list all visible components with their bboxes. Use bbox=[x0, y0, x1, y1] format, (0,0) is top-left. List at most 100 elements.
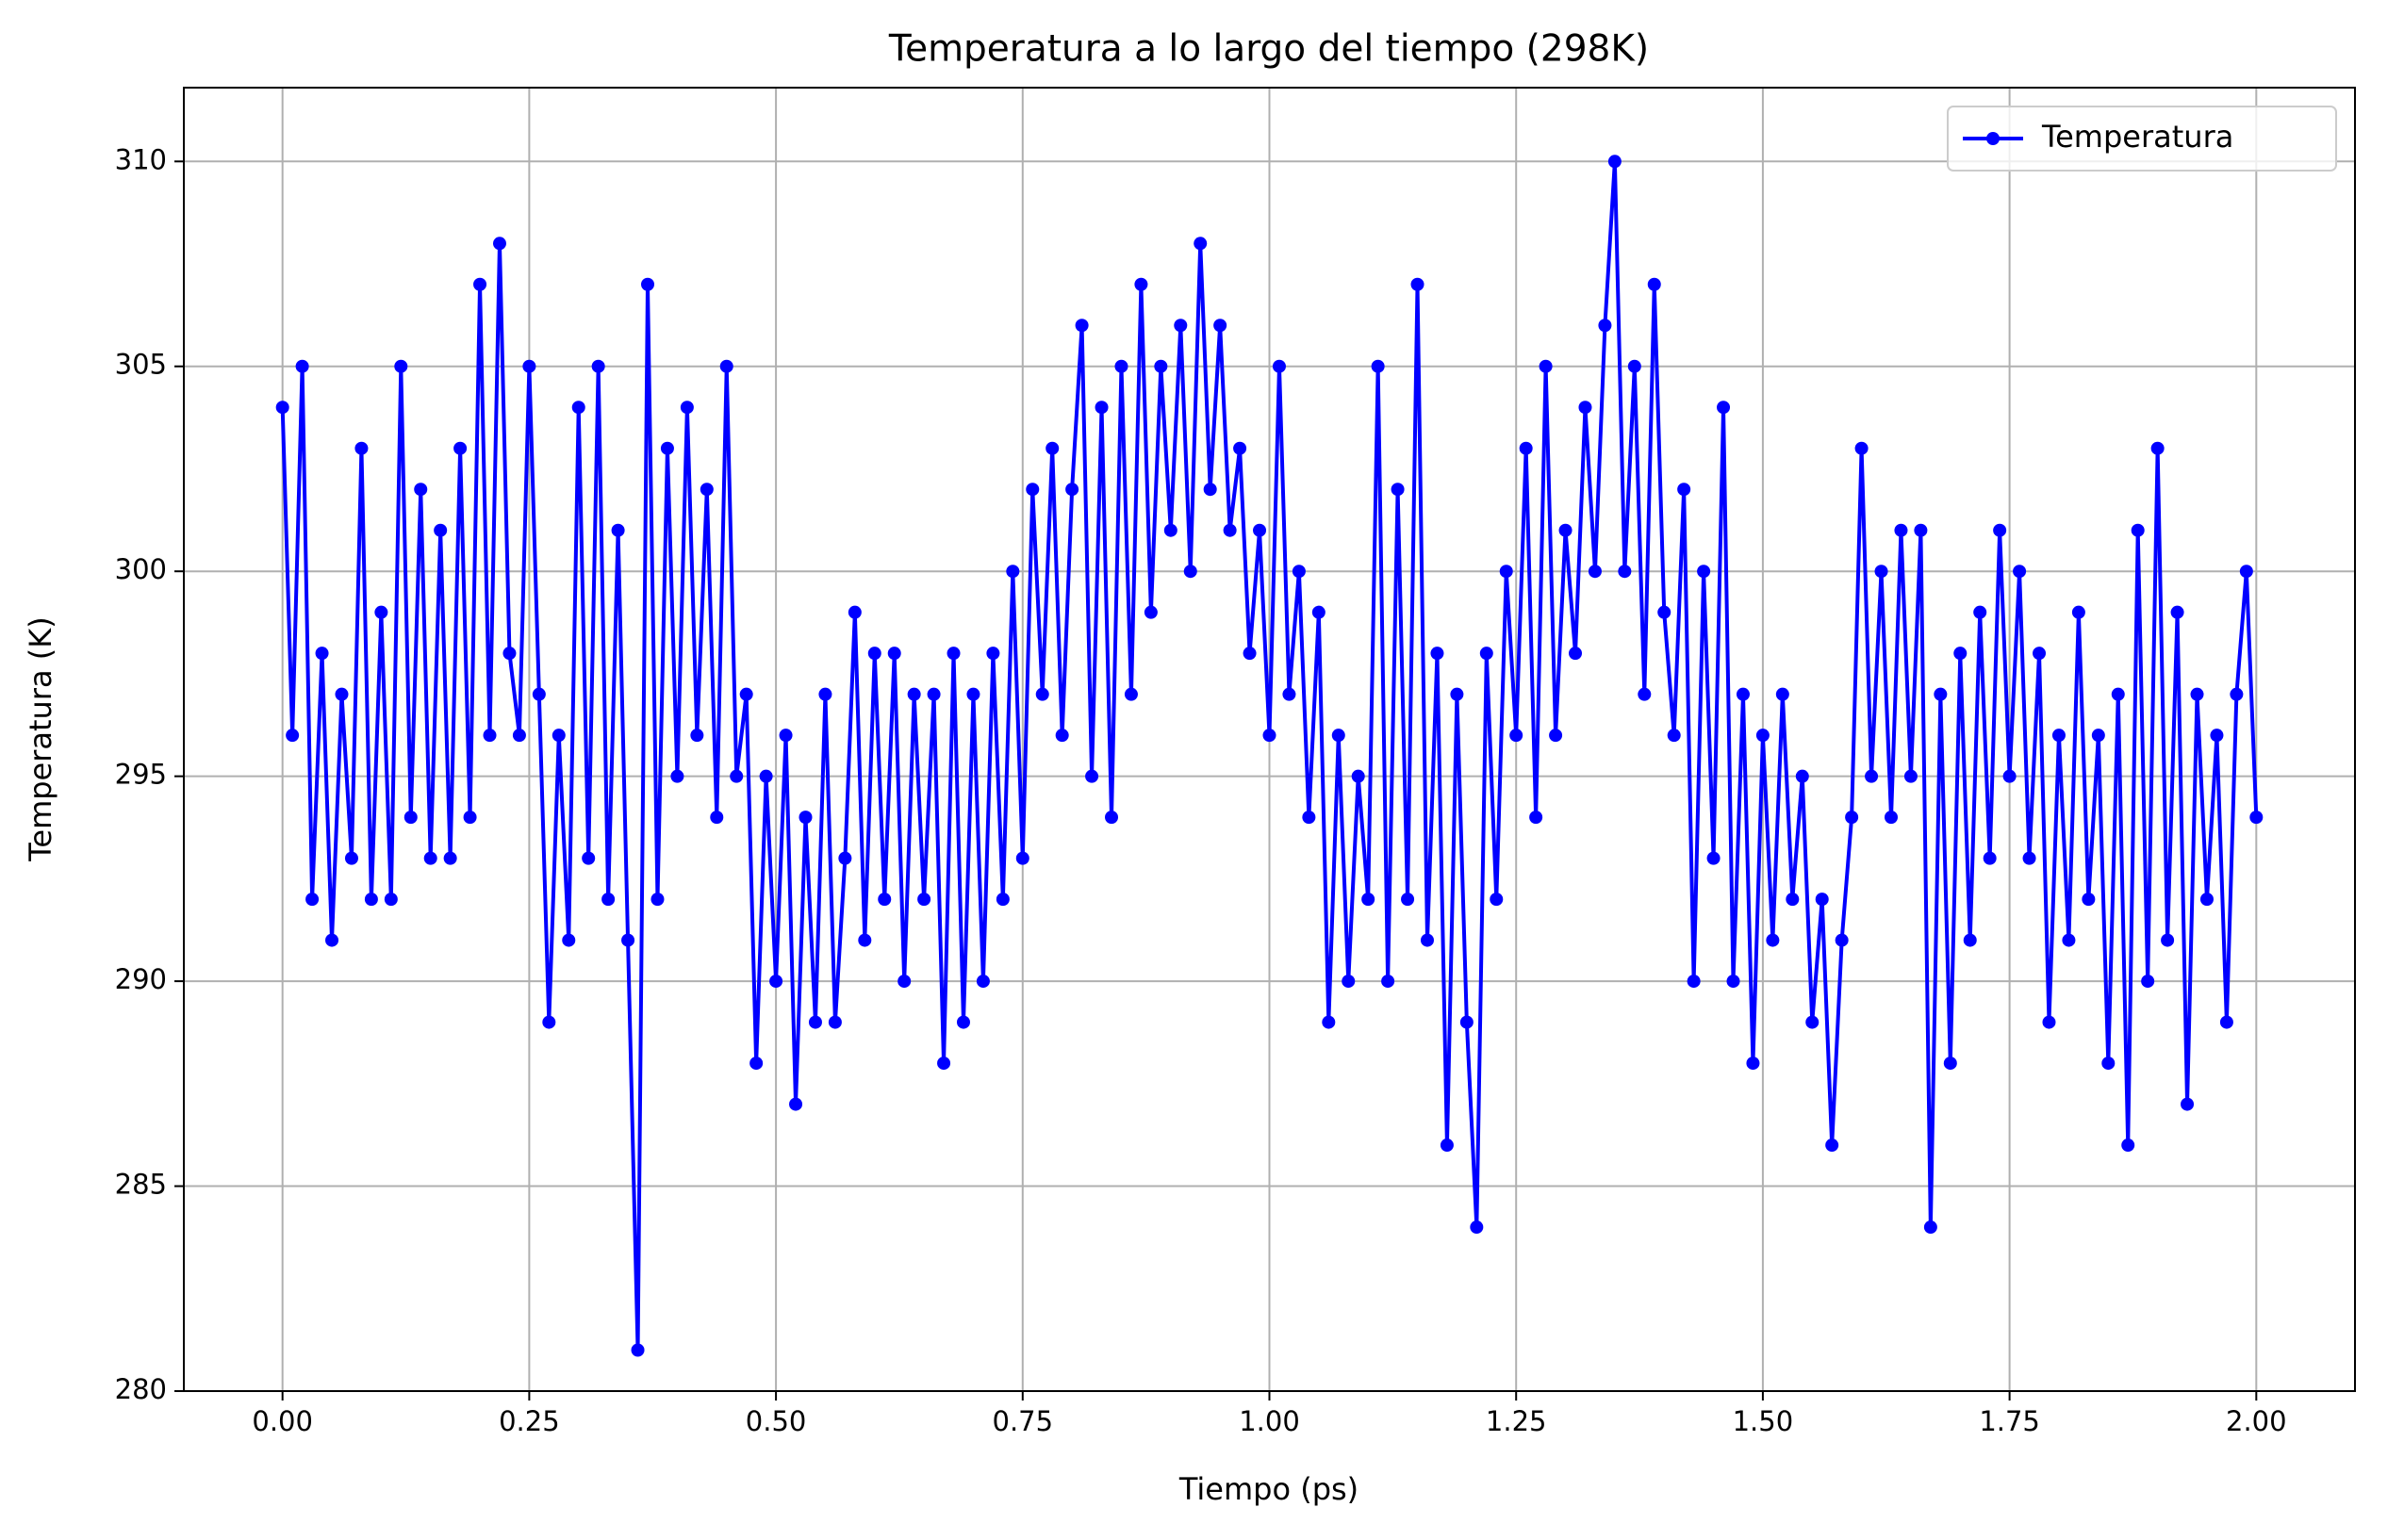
data-point bbox=[947, 647, 961, 661]
data-point bbox=[463, 811, 477, 825]
legend-marker bbox=[1986, 132, 2000, 145]
data-point bbox=[976, 975, 990, 989]
data-point bbox=[897, 975, 912, 989]
data-point bbox=[2002, 769, 2017, 783]
data-point bbox=[1865, 769, 1879, 783]
x-tick-label: 0.00 bbox=[252, 1405, 313, 1437]
data-point bbox=[473, 277, 487, 291]
data-point bbox=[818, 687, 832, 701]
data-point bbox=[1342, 975, 1356, 989]
data-point bbox=[1381, 975, 1395, 989]
data-point bbox=[354, 441, 369, 455]
data-point bbox=[730, 769, 744, 783]
data-point bbox=[631, 1343, 645, 1357]
data-point bbox=[1154, 359, 1168, 373]
data-point bbox=[562, 933, 576, 947]
data-point bbox=[621, 933, 635, 947]
data-point bbox=[1914, 523, 1928, 537]
data-point bbox=[808, 1015, 822, 1029]
data-point bbox=[966, 687, 980, 701]
data-point bbox=[414, 483, 428, 497]
x-tick-label: 1.50 bbox=[1733, 1405, 1794, 1437]
x-tick-label: 0.50 bbox=[746, 1405, 807, 1437]
data-point bbox=[571, 401, 585, 415]
data-point bbox=[1894, 523, 1908, 537]
data-point bbox=[1213, 319, 1227, 333]
data-point bbox=[937, 1057, 951, 1071]
y-tick-label: 285 bbox=[115, 1169, 167, 1201]
x-tick-label: 1.75 bbox=[1979, 1405, 2040, 1437]
data-point bbox=[1095, 401, 1109, 415]
data-point bbox=[1755, 729, 1770, 743]
data-point bbox=[1815, 893, 1829, 907]
data-point bbox=[2071, 605, 2085, 619]
data-point bbox=[344, 851, 358, 865]
data-point bbox=[779, 729, 793, 743]
data-point bbox=[1391, 483, 1405, 497]
data-point bbox=[1015, 851, 1029, 865]
data-point bbox=[591, 359, 605, 373]
data-point bbox=[1618, 565, 1632, 579]
data-point bbox=[1272, 359, 1286, 373]
data-point bbox=[660, 441, 674, 455]
data-point bbox=[2013, 565, 2027, 579]
data-point bbox=[1183, 565, 1197, 579]
data-point bbox=[522, 359, 536, 373]
data-point bbox=[1243, 647, 1257, 661]
data-point bbox=[789, 1097, 803, 1111]
data-point bbox=[1351, 769, 1365, 783]
data-point bbox=[325, 933, 339, 947]
data-point bbox=[305, 893, 320, 907]
data-point bbox=[769, 975, 783, 989]
data-point bbox=[956, 1015, 970, 1029]
data-point bbox=[2082, 893, 2096, 907]
x-tick-label: 1.25 bbox=[1486, 1405, 1547, 1437]
data-point bbox=[1163, 523, 1177, 537]
data-point bbox=[867, 647, 881, 661]
data-point bbox=[492, 237, 506, 251]
data-point bbox=[1440, 1139, 1454, 1153]
y-tick-label: 295 bbox=[115, 759, 167, 791]
data-point bbox=[1874, 565, 1888, 579]
data-point bbox=[335, 687, 349, 701]
data-point bbox=[749, 1057, 764, 1071]
data-point bbox=[2051, 729, 2066, 743]
data-point bbox=[1401, 893, 1415, 907]
data-point bbox=[1677, 483, 1691, 497]
data-point bbox=[1549, 729, 1563, 743]
data-point bbox=[1923, 1221, 1937, 1235]
data-point bbox=[1134, 277, 1148, 291]
data-point bbox=[552, 729, 566, 743]
data-point bbox=[878, 893, 892, 907]
data-point bbox=[710, 811, 724, 825]
data-point bbox=[611, 523, 625, 537]
data-point bbox=[828, 1015, 842, 1029]
data-point bbox=[1697, 565, 1711, 579]
data-point bbox=[394, 359, 408, 373]
data-point bbox=[1302, 811, 1316, 825]
data-point bbox=[1519, 441, 1533, 455]
data-point bbox=[1470, 1221, 1484, 1235]
plot-frame bbox=[183, 87, 2356, 1392]
data-point bbox=[2121, 1139, 2135, 1153]
y-tick-label: 310 bbox=[115, 143, 167, 175]
legend: Temperatura bbox=[1947, 106, 2337, 172]
data-point bbox=[1223, 523, 1237, 537]
data-point bbox=[443, 851, 457, 865]
data-point bbox=[364, 893, 378, 907]
y-tick-label: 305 bbox=[115, 349, 167, 381]
data-point bbox=[1726, 975, 1740, 989]
data-point bbox=[1627, 359, 1641, 373]
data-point bbox=[1144, 605, 1158, 619]
data-point bbox=[295, 359, 309, 373]
data-point bbox=[423, 851, 437, 865]
data-point bbox=[641, 277, 655, 291]
data-point bbox=[1569, 647, 1583, 661]
data-point bbox=[1114, 359, 1128, 373]
data-point bbox=[1105, 811, 1119, 825]
data-point bbox=[434, 523, 448, 537]
data-point bbox=[858, 933, 872, 947]
data-point bbox=[1006, 565, 1020, 579]
data-point bbox=[2150, 441, 2165, 455]
